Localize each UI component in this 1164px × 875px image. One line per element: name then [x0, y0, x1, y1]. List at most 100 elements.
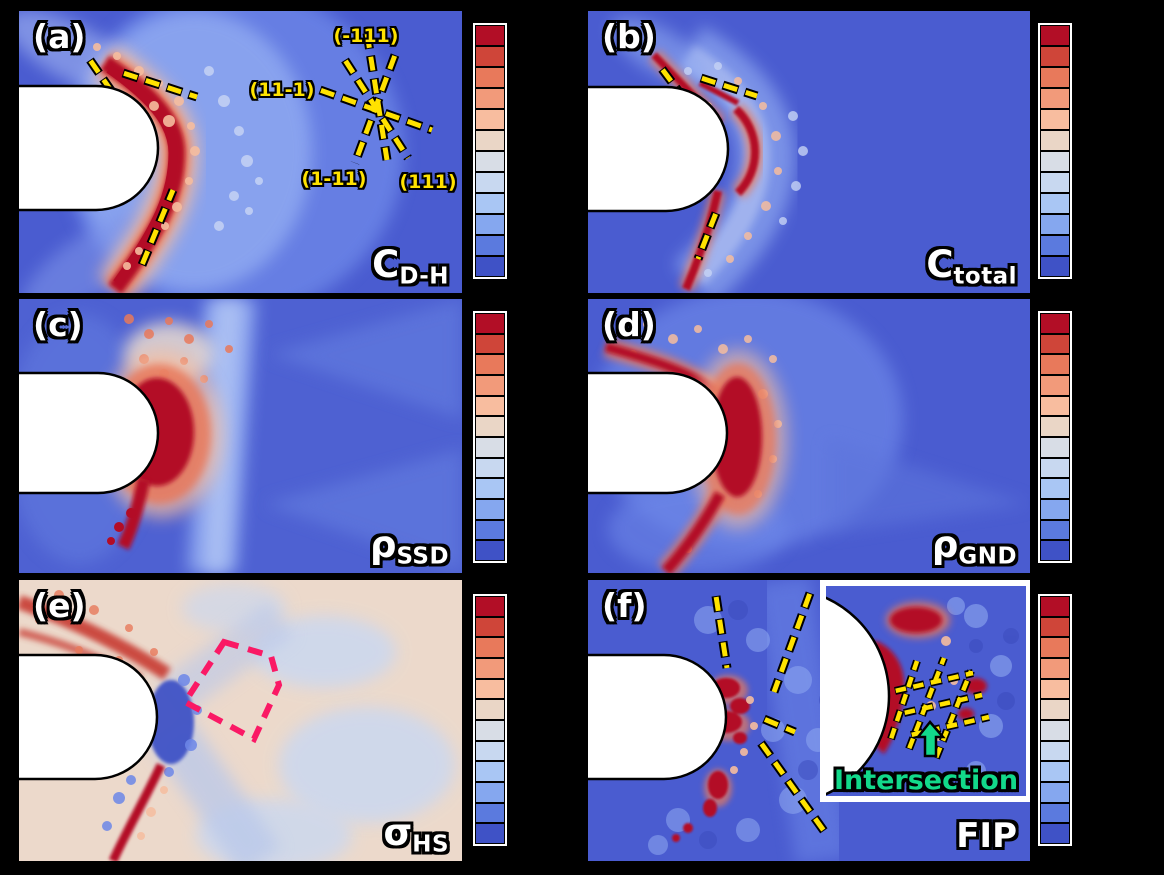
- colorbar-segment: [475, 46, 505, 67]
- colorbar-segment: [475, 256, 505, 277]
- colorbar-segment: [475, 109, 505, 130]
- colorbar-segment: [475, 637, 505, 659]
- colorbar-segment: [1040, 457, 1070, 479]
- colorbar-segment: [1040, 782, 1070, 803]
- quantity-label-b: Ctotal: [926, 242, 1017, 290]
- colorbar-segment: [475, 802, 505, 824]
- notch-shape: [19, 84, 160, 212]
- colorbar-segment: [1040, 109, 1070, 130]
- colorbar-segment: [475, 375, 505, 396]
- colorbar-segment: [1040, 740, 1070, 762]
- panel-c: (c) ρSSD: [19, 299, 462, 573]
- colorbar-segment: [1040, 540, 1070, 562]
- quantity-label-d: ρGND: [931, 522, 1017, 570]
- colorbar-segment: [1040, 256, 1070, 277]
- colorbar-segment: [1040, 172, 1070, 193]
- colorbar-segment: [1040, 313, 1070, 334]
- colorbar-segment: [1040, 25, 1070, 46]
- slip-label-1m11: (1-11): [301, 168, 367, 190]
- colorbar-segment: [1040, 416, 1070, 438]
- intersection-label: Intersection: [833, 765, 1019, 796]
- panel-d: (d) ρGND: [588, 299, 1030, 573]
- colorbar-segment: [1040, 193, 1070, 214]
- panel-letter-f: (f): [602, 586, 647, 625]
- panel-letter-d: (d): [602, 305, 656, 344]
- speckle-salmon: [137, 786, 168, 840]
- panel-letter-b: (b): [602, 17, 656, 56]
- colorbar-segment: [475, 823, 505, 845]
- notch-shape: [19, 371, 160, 495]
- colorbar-segment: [475, 333, 505, 355]
- colorbar-segment: [1040, 333, 1070, 355]
- slip-label-11m1: (11-1): [249, 79, 315, 101]
- colorbar-segment: [1040, 499, 1070, 520]
- panel-b-contour-field: [588, 11, 1030, 293]
- panel-c-contour-field: [19, 299, 462, 573]
- colorbar-segment: [1040, 596, 1070, 617]
- colorbar-segment: [475, 761, 505, 783]
- intersection-inset: Intersection: [820, 580, 1030, 802]
- colorbar-segment: [475, 214, 505, 235]
- speckle-warm: [704, 77, 782, 263]
- colorbar-segment: [1040, 235, 1070, 256]
- colorbar-segment: [475, 540, 505, 562]
- quantity-label-f: FIP: [956, 816, 1017, 857]
- colorbar-segment: [1040, 761, 1070, 783]
- mottle-dark: [878, 628, 1019, 789]
- colorbar-segment: [475, 25, 505, 46]
- colorbar-segment: [1040, 802, 1070, 824]
- panel-a: (a) (-111) (11-1) (1-11) (111) CD-H: [19, 11, 462, 293]
- speckle-red: [107, 508, 136, 545]
- colorbar-segment: [475, 151, 505, 172]
- slip-trace-lines-f: [711, 591, 828, 834]
- colorbar-e: [473, 594, 507, 846]
- speckle-salmon: [730, 696, 758, 774]
- panel-e: (e) σHS: [19, 580, 462, 861]
- colorbar-segment: [1040, 519, 1070, 541]
- colorbar-segment: [1040, 437, 1070, 458]
- colorbar-segment: [1040, 658, 1070, 679]
- colorbar-segment: [475, 478, 505, 500]
- colorbar-segment: [475, 596, 505, 617]
- panel-d-contour-field: [588, 299, 1030, 573]
- colorbar-c: [473, 311, 507, 563]
- panel-f: Intersection (f) FIP: [588, 580, 1030, 861]
- colorbar-segment: [475, 416, 505, 438]
- colorbar-segment: [475, 499, 505, 520]
- colorbar-f: [1038, 594, 1072, 846]
- colorbar-segment: [1040, 478, 1070, 500]
- colorbar-a: [473, 23, 507, 279]
- panel-f-contour-field: [588, 580, 1030, 861]
- panel-b: (b) Ctotal: [588, 11, 1030, 293]
- colorbar-segment: [475, 720, 505, 741]
- colorbar-segment: [475, 395, 505, 417]
- colorbar-segment: [1040, 46, 1070, 67]
- colorbar-segment: [475, 740, 505, 762]
- colorbar-segment: [1040, 699, 1070, 721]
- colorbar-segment: [1040, 151, 1070, 172]
- speckle-light: [684, 62, 808, 277]
- notch-shape: [588, 85, 730, 213]
- notch-shape: [19, 653, 159, 781]
- colorbar-segment: [475, 457, 505, 479]
- colorbar-segment: [1040, 375, 1070, 396]
- quantity-label-e: σHS: [383, 810, 449, 858]
- speckle-warm: [35, 590, 158, 664]
- notch-shape: [588, 653, 728, 781]
- colorbar-segment: [1040, 67, 1070, 88]
- colorbar-segment: [475, 354, 505, 376]
- colorbar-segment: [475, 313, 505, 334]
- colorbar-segment: [475, 88, 505, 109]
- notch-shape: [588, 371, 729, 495]
- colorbar-segment: [475, 678, 505, 700]
- hydrostatic-region-polygon: [180, 638, 283, 744]
- slip-label-m111: (-111): [333, 25, 399, 47]
- colorbar-segment: [475, 130, 505, 151]
- colorbar-segment: [475, 172, 505, 193]
- colorbar-segment: [1040, 130, 1070, 151]
- colorbar-segment: [1040, 354, 1070, 376]
- colorbar-segment: [475, 235, 505, 256]
- panel-letter-e: (e): [33, 586, 86, 625]
- colorbar-segment: [1040, 88, 1070, 109]
- colorbar-b: [1038, 23, 1072, 279]
